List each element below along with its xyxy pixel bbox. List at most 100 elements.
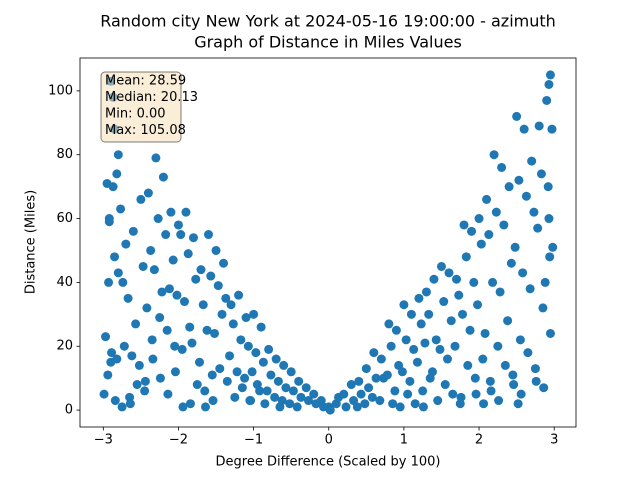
x-tick-label: −1: [244, 433, 263, 448]
scatter-point: [177, 344, 187, 354]
scatter-point: [236, 335, 246, 345]
scatter-point: [164, 284, 174, 294]
scatter-point: [112, 354, 122, 364]
scatter-point: [230, 392, 240, 402]
scatter-point: [101, 332, 111, 342]
scatter-point: [448, 389, 458, 399]
scatter-point: [444, 268, 454, 278]
scatter-point: [210, 328, 220, 338]
scatter-point: [418, 386, 428, 396]
scatter-point: [403, 389, 413, 399]
y-tick-label: 20: [56, 339, 73, 354]
scatter-point: [200, 386, 210, 396]
scatter-point: [194, 357, 204, 367]
scatter-point: [140, 376, 150, 386]
scatter-point: [176, 230, 186, 240]
scatter-point: [188, 233, 198, 243]
scatter-point: [123, 293, 133, 303]
scatter-point: [470, 373, 480, 383]
scatter-point: [179, 297, 189, 307]
scatter-point: [489, 150, 499, 160]
scatter-point: [545, 70, 555, 80]
scatter-point: [201, 402, 211, 412]
scatter-point: [240, 373, 250, 383]
x-tick-label: 3: [550, 433, 558, 448]
scatter-point: [499, 220, 509, 230]
y-axis-label: Distance (Miles): [24, 190, 39, 294]
scatter-point: [217, 309, 227, 319]
scatter-point: [228, 319, 238, 329]
y-tick-label: 40: [56, 275, 73, 290]
scatter-point: [138, 261, 148, 271]
scatter-point: [232, 367, 242, 377]
scatter-point: [454, 290, 464, 300]
scatter-point: [288, 386, 298, 396]
scatter-point: [181, 207, 191, 217]
stats-line: Max: 105.08: [105, 123, 186, 138]
scatter-point: [260, 399, 270, 409]
scatter-point: [382, 370, 392, 380]
scatter-point: [386, 341, 396, 351]
scatter-point: [155, 313, 165, 323]
scatter-point: [128, 226, 138, 236]
scatter-point: [196, 265, 206, 275]
scatter-point: [192, 380, 202, 390]
scatter-point: [301, 383, 311, 393]
scatter-point: [531, 376, 541, 386]
scatter-point: [391, 325, 401, 335]
scatter-point: [339, 389, 349, 399]
scatter-point: [325, 405, 335, 415]
scatter-point: [222, 376, 232, 386]
scatter-point: [112, 169, 122, 179]
scatter-point: [204, 230, 214, 240]
scatter-point: [153, 214, 163, 224]
scatter-point: [491, 207, 501, 217]
scatter-point: [104, 277, 114, 287]
scatter-point: [399, 300, 409, 310]
scatter-point: [178, 402, 188, 412]
scatter-point: [515, 335, 525, 345]
scatter-point: [514, 175, 524, 185]
scatter-point: [543, 182, 553, 192]
scatter-point: [279, 360, 289, 370]
scatter-point: [286, 367, 296, 377]
scatter-point: [471, 389, 481, 399]
scatter-point: [476, 239, 486, 249]
scatter-point: [452, 274, 462, 284]
scatter-point: [234, 290, 244, 300]
scatter-point: [421, 287, 431, 297]
x-tick-label: −3: [94, 433, 113, 448]
scatter-point: [309, 389, 319, 399]
chart-title: Random city New York at 2024-05-16 19:00…: [100, 12, 556, 31]
scatter-point: [429, 274, 439, 284]
scatter-point: [187, 338, 197, 348]
scatter-point: [255, 386, 265, 396]
scatter-point: [410, 399, 420, 409]
scatter-point: [450, 341, 460, 351]
scatter-point: [544, 214, 554, 224]
scatter-point: [352, 402, 362, 412]
y-tick-label: 100: [48, 83, 73, 98]
scatter-point: [173, 220, 183, 230]
scatter-point: [424, 309, 434, 319]
scatter-point: [185, 322, 195, 332]
scatter-point: [367, 392, 377, 402]
scatter-point: [508, 370, 518, 380]
scatter-point: [183, 249, 193, 259]
scatter-point: [243, 341, 253, 351]
scatter-point: [161, 230, 171, 240]
scatter-point: [518, 268, 528, 278]
scatter-point: [456, 392, 466, 402]
scatter-point: [103, 370, 113, 380]
scatter-point: [170, 367, 180, 377]
scatter-point: [143, 188, 153, 198]
scatter-point: [534, 121, 544, 131]
scatter-point: [206, 271, 216, 281]
scatter-point: [458, 309, 468, 319]
scatter-point: [545, 252, 555, 262]
scatter-point: [149, 265, 159, 275]
scatter-point: [117, 402, 127, 412]
y-tick-label: 60: [56, 211, 73, 226]
stats-line: Median: 20.13: [105, 90, 198, 105]
scatter-point: [482, 194, 492, 204]
